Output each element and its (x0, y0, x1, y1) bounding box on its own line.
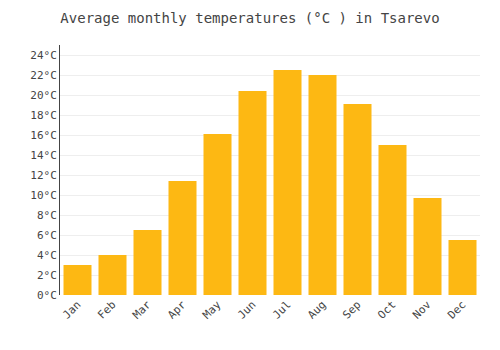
svg-text:20°C: 20°C (30, 89, 57, 102)
svg-text:24°C: 24°C (30, 49, 57, 62)
svg-text:Sep: Sep (340, 298, 363, 321)
svg-text:16°C: 16°C (30, 129, 57, 142)
svg-text:Nov: Nov (410, 298, 434, 322)
svg-text:Aug: Aug (305, 298, 328, 321)
svg-text:Oct: Oct (375, 298, 398, 321)
svg-text:2°C: 2°C (37, 269, 57, 282)
svg-text:Jan: Jan (60, 298, 83, 321)
svg-text:Apr: Apr (165, 298, 189, 322)
svg-text:May: May (200, 298, 224, 322)
svg-text:Jul: Jul (270, 298, 293, 321)
svg-text:Feb: Feb (95, 298, 118, 321)
svg-text:10°C: 10°C (30, 189, 57, 202)
svg-text:8°C: 8°C (37, 209, 57, 222)
svg-text:22°C: 22°C (30, 69, 57, 82)
svg-text:14°C: 14°C (30, 149, 57, 162)
svg-text:Dec: Dec (445, 298, 468, 321)
svg-text:Mar: Mar (130, 298, 154, 322)
svg-text:4°C: 4°C (37, 249, 57, 262)
svg-text:Average monthly temperatures (: Average monthly temperatures (°C ) in Ts… (60, 10, 439, 26)
svg-text:12°C: 12°C (30, 169, 57, 182)
svg-text:0°C: 0°C (37, 289, 57, 302)
svg-text:18°C: 18°C (30, 109, 57, 122)
svg-text:6°C: 6°C (37, 229, 57, 242)
svg-text:Jun: Jun (235, 298, 258, 321)
